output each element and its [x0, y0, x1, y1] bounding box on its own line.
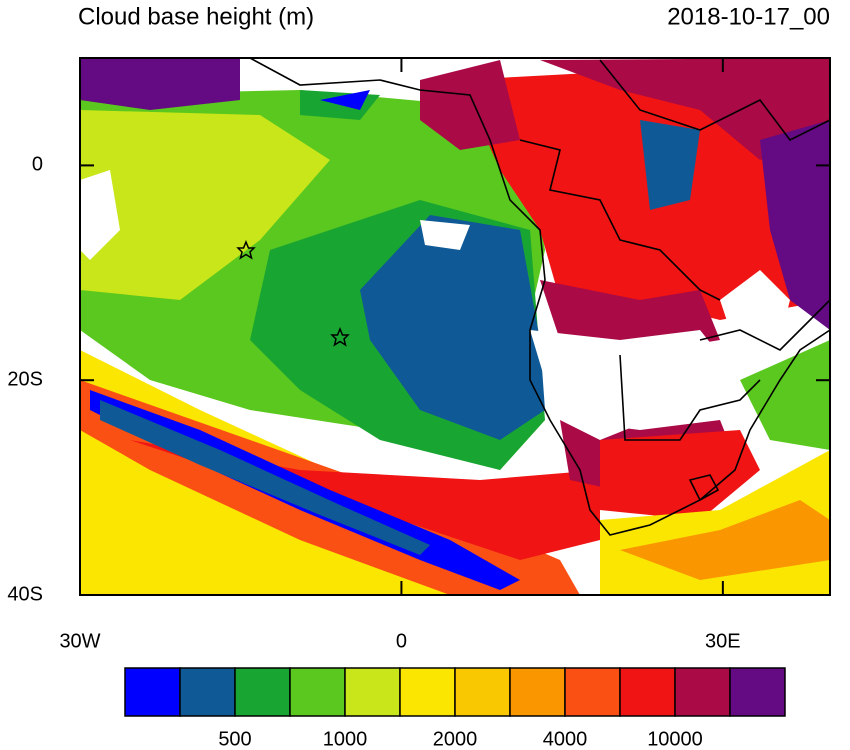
map-frame — [79, 57, 831, 596]
colorbar-label: 2000 — [433, 728, 478, 750]
cloud-region — [360, 215, 545, 440]
colorbar-box — [564, 667, 621, 717]
colorbar-box — [509, 667, 566, 717]
cloud-region — [80, 58, 240, 110]
colorbar-box — [399, 667, 456, 717]
lat-tick-label: 20S — [7, 368, 43, 390]
lon-tick-label: 30E — [705, 630, 741, 652]
lon-tick-label: 0 — [396, 630, 407, 652]
colorbar-box — [124, 667, 181, 717]
cloud-field — [80, 58, 830, 595]
cloud-region — [420, 60, 520, 150]
colorbar-label: 1000 — [323, 728, 368, 750]
coastline — [249, 57, 831, 536]
lat-tick-label: 40S — [7, 583, 43, 605]
colorbar-box — [454, 667, 511, 717]
lat-tick-label: 0 — [32, 154, 43, 176]
colorbar-box — [729, 667, 786, 717]
date: 2018-10-17_00 — [667, 3, 830, 30]
colorbar-box — [289, 667, 346, 717]
colorbar-box — [179, 667, 236, 717]
station — [236, 240, 256, 260]
colorbar: 500 1000 2000 4000 10000 — [124, 667, 786, 750]
cloud-region — [760, 120, 830, 330]
colorbar-label: 500 — [218, 728, 251, 750]
cloud-region — [540, 280, 720, 350]
station-markers — [236, 240, 350, 347]
cloud-region — [320, 90, 370, 110]
cloud-region — [600, 430, 760, 520]
cloud-region — [540, 58, 830, 160]
colorbar-box — [234, 667, 291, 717]
lon-tick-label: 30W — [59, 630, 100, 652]
cloud-region — [620, 500, 830, 580]
cloud-region — [100, 400, 430, 555]
colorbar-label: 10000 — [647, 728, 703, 750]
colorbar-box — [619, 667, 676, 717]
colorbar-label: 4000 — [543, 728, 588, 750]
colorbar-box — [674, 667, 731, 717]
title: Cloud base height (m) — [78, 3, 314, 30]
cloud-region — [80, 110, 330, 300]
colorbar-box — [344, 667, 401, 717]
cloud-region — [640, 120, 700, 210]
cloud-region — [740, 340, 830, 450]
station — [330, 327, 350, 347]
axes: 30W 0 30E 0 20S 40S — [7, 58, 830, 652]
